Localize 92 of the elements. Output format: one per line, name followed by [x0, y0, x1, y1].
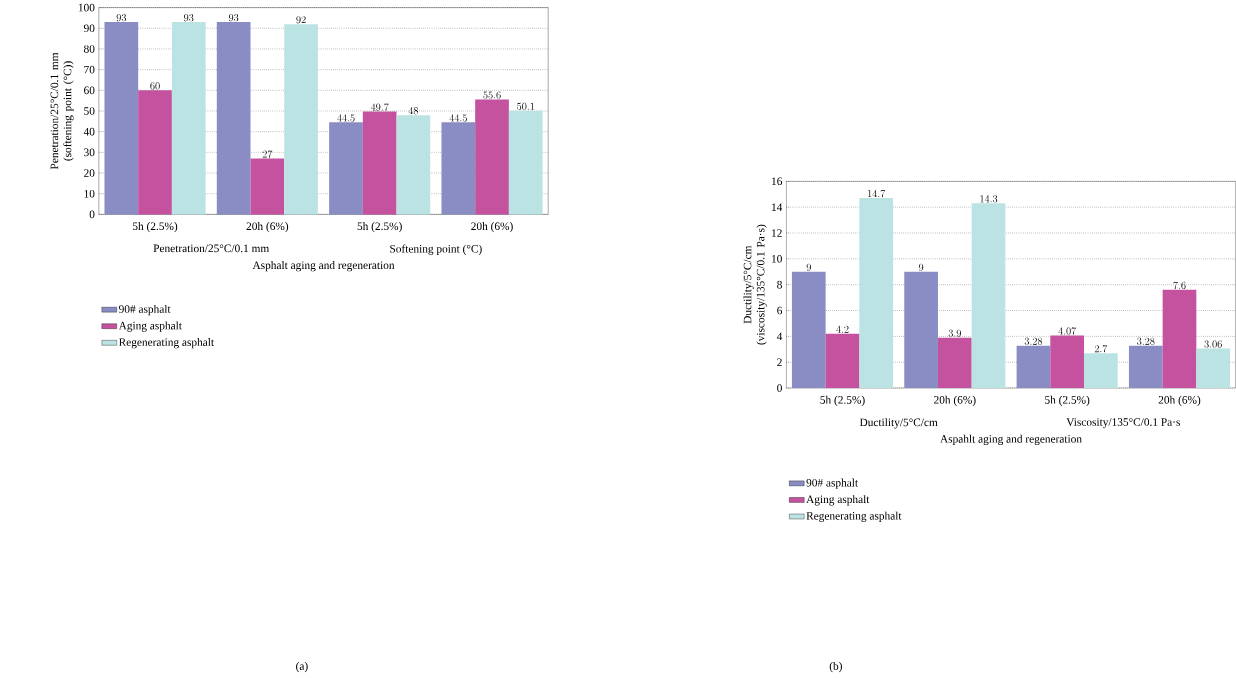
data-label: 49.7: [370, 103, 389, 111]
y-axis-title: Penetration/25°C/0.1 mm (softening point (°C)): [50, 52, 74, 170]
data-label: 44.5: [449, 114, 467, 122]
bar: [362, 111, 397, 215]
text: Viscosity/135°C/0.1 Pa·s: [1066, 418, 1180, 429]
data-label: 44.5: [337, 114, 355, 122]
bar: [475, 99, 509, 215]
x-tick-label: 20h (6%): [471, 222, 513, 233]
y-tick-label: 40: [83, 128, 95, 136]
x-tick-label: 5h (2.5%): [820, 395, 865, 407]
bar: [1084, 353, 1118, 389]
data-label: 9: [806, 263, 811, 272]
bar: [171, 22, 206, 215]
data-label: 93: [228, 14, 239, 22]
data-label: 92: [296, 16, 306, 24]
text: (b): [829, 662, 842, 673]
y-tick-label: 10: [772, 255, 782, 263]
bar: [284, 24, 318, 215]
legend-label: Regenerating asphalt: [806, 511, 902, 523]
x-axis-title: Aspahlt aging and regeneration: [940, 434, 1082, 446]
text: Softening point (°C): [390, 244, 482, 256]
legend-label: Aging asphalt: [118, 321, 182, 332]
bar: [441, 122, 476, 215]
bar: [508, 111, 543, 215]
data-label: 3.28: [1024, 337, 1043, 346]
data-label: 4.07: [1058, 327, 1077, 335]
y-tick-label: 70: [84, 66, 95, 74]
y-tick-label: 60: [84, 86, 95, 95]
bar: [791, 271, 826, 389]
bar: [329, 122, 363, 215]
x-tick-label: 5h (2.5%): [1045, 395, 1090, 407]
data-label: 7.6: [1173, 281, 1186, 290]
data-label: 93: [184, 14, 194, 22]
data-label: 3.06: [1204, 340, 1222, 348]
bar: [1196, 348, 1231, 389]
data-label: 14.7: [868, 190, 886, 198]
data-label: 27: [262, 150, 273, 158]
x-tick-label: 5h (2.5%): [133, 222, 178, 233]
x-axis-title: Asphalt aging and regeneration: [252, 261, 395, 272]
data-label: 2.7: [1094, 345, 1108, 353]
y-tick-label: 0: [89, 210, 95, 219]
bar: [396, 115, 431, 215]
y-tick-label: 12: [772, 229, 782, 237]
y-tick-label: 4: [776, 332, 783, 341]
x-tick-label: 20h (6%): [934, 395, 976, 407]
data-label: 50. 1: [517, 102, 534, 111]
data-label: 4.2: [836, 325, 849, 333]
data-label: 93: [116, 14, 127, 22]
x-tick-label: 20h (6%): [246, 222, 289, 233]
bar: [904, 271, 938, 389]
x-tick-label: 5h (2.5%): [357, 222, 402, 233]
text: (a): [296, 662, 308, 673]
y-tick-label: 20: [84, 169, 95, 178]
y-tick-label: 80: [84, 45, 95, 53]
bar: [216, 22, 251, 215]
text: Penetration/25°C/0.1 mm: [153, 244, 270, 253]
bar: [1050, 335, 1085, 389]
y-tick-label: 90: [83, 24, 95, 33]
bar: [859, 198, 894, 389]
bar: [138, 90, 172, 215]
y-tick-label: 0: [777, 384, 782, 393]
data-label: 55.6: [483, 91, 501, 99]
bar: [937, 337, 972, 389]
bar: [971, 203, 1006, 389]
y-tick-label: 16: [772, 177, 783, 186]
y-tick-label: 6: [777, 306, 783, 315]
bar: [1128, 345, 1163, 389]
y-tick-label: 10: [84, 190, 95, 198]
bar: [104, 22, 139, 215]
bar: [1016, 345, 1051, 389]
data-label: 14.3: [980, 195, 998, 203]
data-label: 9: [918, 263, 924, 272]
data-label: 3.9: [948, 329, 961, 338]
y-tick-label: 14: [772, 203, 783, 212]
data-label: 60: [150, 82, 160, 90]
y-axis-title: Ductility/5°C/cm (viscosity/135°C/0.1 Pa·s): [743, 225, 767, 345]
data-label: 3.28: [1137, 337, 1155, 346]
x-tick-label: 20h (6%): [1158, 395, 1201, 407]
legend-label: Regenerating asphalt: [118, 338, 214, 349]
y-tick-label: 30: [84, 148, 95, 157]
data-label: 48: [408, 107, 419, 115]
y-tick-label: 50: [84, 107, 95, 116]
legend-label: 90# asphalt: [806, 478, 859, 490]
bar: [825, 334, 860, 389]
bar: [250, 158, 285, 215]
y-tick-label: 100: [78, 4, 95, 12]
text: Ductility/5°C/cm: [859, 418, 938, 429]
bar: [1162, 290, 1197, 389]
legend-label: 90# asphalt: [119, 305, 171, 316]
legend-label: Aging asphalt: [806, 495, 870, 506]
y-tick-label: 2: [777, 358, 782, 367]
y-tick-label: 8: [777, 281, 782, 289]
